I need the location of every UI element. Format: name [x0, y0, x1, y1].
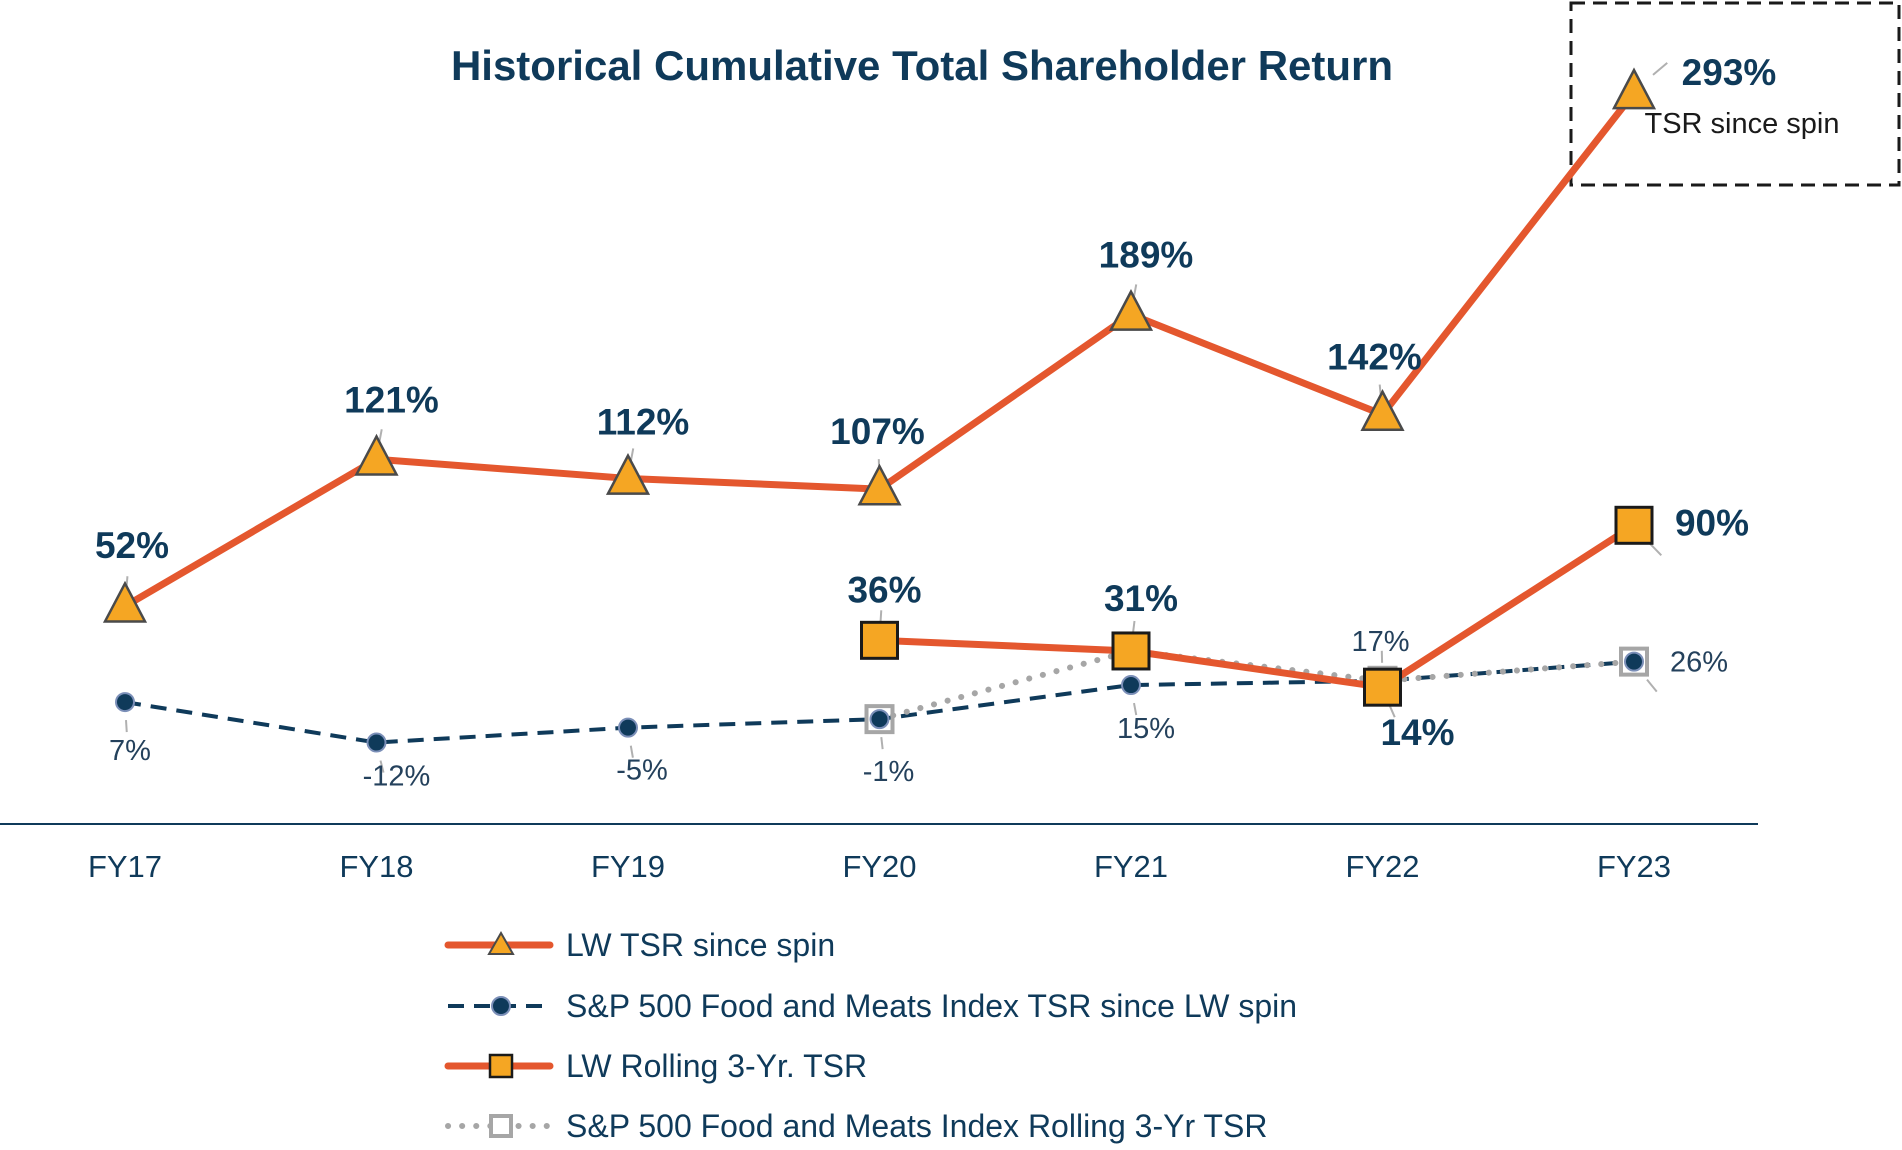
leader-s1-fy19 [629, 745, 634, 758]
marker-s2-fy21 [1111, 631, 1151, 671]
leader-s2-fy22 [1388, 704, 1396, 718]
marker-s3-fy23 [1619, 646, 1649, 677]
data-label-s1-fy20: -1% [863, 756, 915, 788]
leader-s3-fy23 [1646, 678, 1658, 693]
marker-s1-fy18 [366, 732, 387, 753]
marker-s3-fy20 [864, 704, 895, 735]
x-tick-label-fy19: FY19 [591, 849, 665, 884]
data-label-s0-fy21: 189% [1099, 234, 1194, 275]
leader-s0-fy21 [1133, 284, 1138, 297]
x-tick-label-fy22: FY22 [1345, 849, 1419, 884]
legend-label-0: LW TSR since spin [566, 927, 835, 963]
legend-label-1: S&P 500 Food and Meats Index TSR since L… [566, 988, 1297, 1024]
leader-s1-fy20 [880, 737, 884, 750]
leader-s2-fy20 [879, 610, 883, 623]
data-label-s0-fy20: 107% [830, 411, 925, 452]
data-label-s0-fy22: 142% [1327, 337, 1422, 378]
marker-s1-fy21 [1121, 675, 1141, 696]
leader-s1-fy21 [1133, 702, 1138, 716]
x-tick-label-fy17: FY17 [88, 849, 162, 884]
marker-s0-fy23 [1611, 67, 1657, 110]
data-label-s0-fy19: 112% [597, 401, 690, 442]
series-line-3 [876, 647, 1637, 723]
x-tick-label-fy23: FY23 [1597, 849, 1671, 884]
data-label-s1-fy19: -5% [616, 755, 668, 787]
data-labels: 52% 121% 112% 107% 189% 142% 293% 7% -12% -5% -1% 1… [95, 52, 1776, 793]
legend-marker-0 [487, 930, 515, 955]
data-label-s2-fy23: 90% [1675, 502, 1749, 543]
leader-s0-fy18 [378, 429, 383, 442]
x-tick-label-fy21: FY21 [1094, 849, 1168, 884]
data-label-s1-fy21: 15% [1117, 713, 1175, 745]
leader-s1-fy17 [125, 720, 128, 733]
data-label-s2-fy20: 36% [847, 569, 921, 610]
legend-label-3: S&P 500 Food and Meats Index Rolling 3-Y… [566, 1108, 1267, 1144]
marker-s0-fy18 [354, 433, 399, 476]
data-label-s0-fy17: 52% [95, 525, 169, 566]
marker-s1-fy19 [618, 717, 638, 738]
marker-s1-fy23 [1624, 651, 1644, 672]
marker-s1-fy17 [115, 692, 135, 713]
marker-s1-fy20 [869, 709, 890, 730]
series-line-2 [876, 521, 1638, 691]
data-label-s0-fy23: 293% [1682, 52, 1777, 93]
marker-s0-fy22 [1360, 389, 1405, 431]
marker-s2-fy23 [1614, 505, 1654, 545]
x-axis-ticks: FY17 FY18 FY19 FY20 FY21 FY22 FY23 [88, 849, 1671, 884]
marker-s0-fy17 [102, 580, 148, 623]
chart-title: Historical Cumulative Total Shareholder … [451, 42, 1393, 89]
legend-marker-3 [489, 1114, 513, 1138]
data-label-s1-fy17: 7% [109, 735, 151, 767]
marker-s2-fy20 [860, 620, 899, 660]
data-label-s0-fy18: 121% [344, 379, 439, 420]
leader-s2-fy21 [1132, 620, 1136, 634]
series-markers [102, 67, 1657, 753]
x-tick-label-fy20: FY20 [842, 849, 916, 884]
x-tick-label-fy18: FY18 [339, 849, 413, 884]
leader-s0-fy19 [630, 448, 635, 461]
data-label-s2-fy22: 14% [1380, 712, 1454, 753]
leader-s1-fy18 [379, 760, 385, 773]
legend-label-2: LW Rolling 3-Yr. TSR [566, 1048, 867, 1084]
data-label-s2-fy21: 31% [1104, 578, 1178, 619]
marker-s0-fy19 [605, 452, 651, 495]
marker-s2-fy22 [1363, 667, 1402, 707]
leader-s2-fy23 [1648, 542, 1663, 556]
marker-s0-fy20 [857, 463, 902, 506]
data-label-s3-fy22: 17% [1351, 626, 1409, 658]
legend-marker-1 [491, 996, 511, 1016]
marker-s0-fy21 [1108, 288, 1154, 331]
legend-marker-2 [488, 1053, 514, 1079]
data-label-s1-fy18: -12% [363, 761, 431, 793]
callout-box [1569, 1, 1901, 187]
legend: LW TSR since spin S&P 500 Food and Meats … [444, 927, 1297, 1144]
callout-label: TSR since spin [1644, 108, 1839, 140]
leader-s0-fy23 [1652, 62, 1668, 76]
data-label-s3-fy23: 26% [1670, 647, 1728, 679]
